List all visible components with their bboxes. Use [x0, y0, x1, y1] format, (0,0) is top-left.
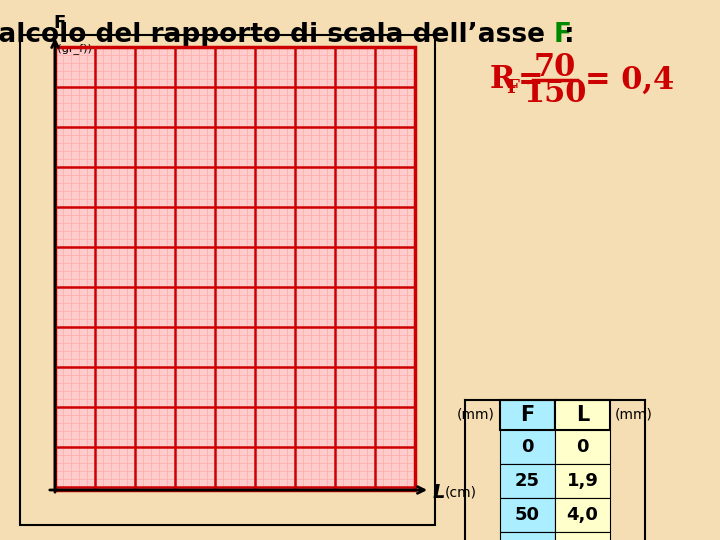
Bar — [55, 47, 415, 490]
Text: =: = — [518, 64, 544, 96]
Bar — [500, 498, 555, 532]
Text: 0: 0 — [521, 438, 534, 456]
Bar — [500, 532, 555, 540]
Bar — [500, 430, 555, 464]
Text: F: F — [554, 22, 572, 48]
Bar — [555, 430, 610, 464]
Text: 1,9: 1,9 — [567, 472, 598, 490]
Text: Calcolo del rapporto di scala dell’asse: Calcolo del rapporto di scala dell’asse — [0, 22, 554, 48]
Text: L: L — [576, 405, 589, 425]
Bar — [500, 464, 555, 498]
Text: 50: 50 — [515, 506, 540, 524]
Text: (mm): (mm) — [457, 408, 495, 422]
Bar — [20, 35, 435, 525]
Text: F: F — [521, 405, 535, 425]
Bar — [55, 47, 415, 490]
Text: 4,0: 4,0 — [567, 506, 598, 524]
Text: F: F — [53, 14, 66, 32]
Bar — [555, 400, 610, 430]
Text: L: L — [433, 483, 446, 502]
Text: R: R — [490, 64, 516, 96]
Bar — [555, 464, 610, 498]
Text: (mm): (mm) — [615, 408, 653, 422]
Bar — [500, 400, 555, 430]
Text: (cm): (cm) — [445, 485, 477, 499]
Text: ((gr_f)): ((gr_f)) — [53, 43, 92, 54]
Text: 25: 25 — [515, 472, 540, 490]
Text: 70: 70 — [534, 51, 576, 83]
Text: 150: 150 — [523, 78, 587, 109]
Bar — [555, 498, 610, 532]
Text: = 0,4: = 0,4 — [585, 64, 674, 96]
Text: 0: 0 — [576, 438, 589, 456]
Bar — [555, 532, 610, 540]
Text: F: F — [506, 79, 519, 97]
Text: :: : — [564, 22, 575, 48]
